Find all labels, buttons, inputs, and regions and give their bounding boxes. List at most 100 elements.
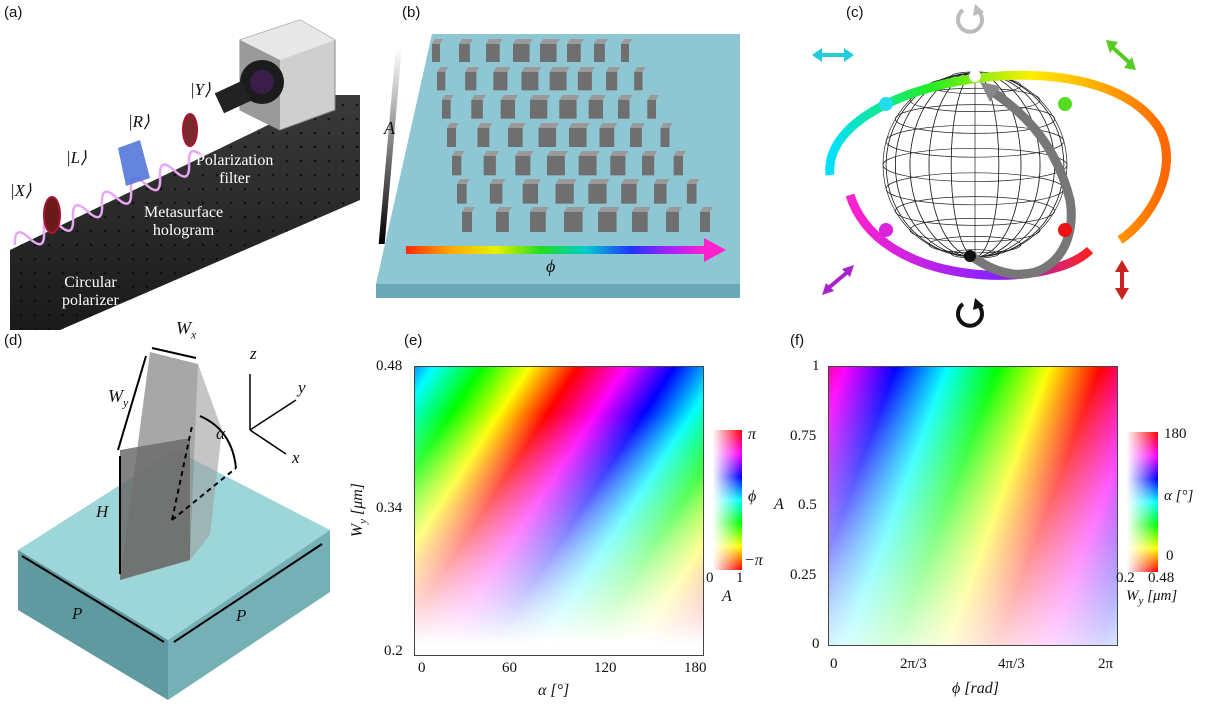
- nanopillar-top: [477, 123, 493, 128]
- axis-x-label: x: [292, 448, 300, 467]
- e-ylabel: Wy [μm]: [349, 482, 370, 538]
- f-ytick: 0.25: [790, 567, 817, 583]
- nanopillar: [513, 44, 530, 62]
- nanopillar-top: [442, 95, 454, 100]
- trajectory-arrow: [967, 86, 1076, 279]
- nanopillar-top: [700, 207, 713, 212]
- nanopillar-top: [606, 67, 621, 72]
- pillar-array: [432, 39, 713, 232]
- nanopillar-top: [599, 123, 618, 128]
- nanopillar: [610, 156, 626, 176]
- nanopillar-top: [530, 95, 551, 100]
- panel-b: (b) A ϕ: [370, 0, 770, 330]
- rotation-top-icon: [956, 4, 984, 34]
- axis-z-label: z: [250, 344, 257, 363]
- nanopillar: [606, 72, 618, 91]
- nanopillar: [489, 184, 503, 204]
- nanopillar: [447, 128, 456, 147]
- nanopillar: [515, 156, 531, 176]
- nanopillar-top: [588, 179, 610, 184]
- amplitude-arrow: [378, 48, 402, 244]
- f-ylabel: A: [774, 496, 784, 513]
- e-cbar-x0: 0: [706, 570, 714, 586]
- nanopillar-top: [459, 39, 473, 44]
- nanopillar: [442, 100, 451, 119]
- state-point-red: [1058, 223, 1072, 237]
- nanopillar-top: [486, 39, 503, 44]
- nanopillar-top: [530, 207, 549, 212]
- panel-e: (e) 0.48 0.34 0.2 0 60 120 180 α [°] Wy …: [340, 330, 770, 715]
- nanopillar: [521, 72, 539, 91]
- f-ytick: 1: [812, 358, 820, 374]
- p-arrow-right: [173, 543, 323, 643]
- nanopillar: [578, 156, 597, 176]
- heatmap-e: [414, 366, 704, 656]
- nanopillar-top: [598, 207, 620, 212]
- nanopillar-top: [457, 179, 470, 184]
- e-cbar-bot: −π: [744, 552, 763, 569]
- nanopillar-top: [569, 123, 590, 128]
- e-ytick: 0.34: [376, 500, 403, 516]
- nanopillar-top: [630, 123, 645, 128]
- nanopillar: [564, 212, 583, 232]
- nanopillar: [452, 156, 462, 176]
- nanopillar-top: [540, 39, 560, 44]
- label-polarization-filter: Polarization filter: [196, 152, 274, 187]
- nanopillar: [599, 128, 615, 147]
- e-xtick: 0: [418, 660, 426, 676]
- panel-label-a: (a): [4, 4, 23, 21]
- alpha-arc: [199, 415, 237, 469]
- nanopillar-top: [471, 95, 486, 100]
- panel-label-e: (e): [404, 332, 423, 349]
- nanopillar: [483, 156, 496, 176]
- nanopillar-top: [547, 151, 568, 156]
- panel-label-c: (c): [846, 4, 864, 21]
- nanopillar-top: [521, 67, 542, 72]
- nanopillar-top: [634, 67, 646, 72]
- nanopillar: [432, 44, 440, 62]
- ket-l: |L⟩: [66, 148, 87, 167]
- f-xtick: 4π/3: [998, 656, 1025, 672]
- f-xtick: 2π/3: [900, 656, 927, 672]
- panel-f: (f) 1 0.75 0.5 0.25 0 0 2π/3 4π/3 2π ϕ […: [770, 330, 1218, 715]
- nanopillar-top: [508, 123, 526, 128]
- nanopillar-top: [594, 39, 608, 44]
- nanopillar-top: [660, 123, 673, 128]
- nanopillar-top: [642, 151, 658, 156]
- nanopillar-top: [500, 95, 519, 100]
- nanopillar-top: [462, 207, 475, 212]
- f-cbar-xlabel: Wy [μm]: [1126, 588, 1178, 607]
- nanopillar-top: [621, 39, 632, 44]
- nanopillar: [666, 212, 679, 232]
- wy-label: Wy: [108, 386, 129, 410]
- e-cbar-mid: ϕ: [748, 488, 757, 505]
- nanopillar-top: [549, 67, 570, 72]
- nanopillar-top: [452, 151, 465, 156]
- nanopillar-top: [515, 151, 534, 156]
- ket-y: |Y⟩: [190, 80, 211, 99]
- p-label-left: P: [72, 604, 83, 623]
- e-xtick: 60: [502, 660, 517, 676]
- nanopillar-top: [496, 207, 512, 212]
- nanopillar: [567, 44, 581, 62]
- nanopillar: [462, 212, 472, 232]
- f-ytick: 0.75: [790, 428, 817, 444]
- nanopillar-top: [564, 207, 586, 212]
- nanopillar-top: [632, 207, 651, 212]
- ket-x: |X⟩: [10, 181, 32, 200]
- nanopillar-top: [489, 179, 506, 184]
- coordinate-axes: [249, 374, 297, 455]
- camera: [214, 19, 336, 131]
- nanopillar-top: [647, 95, 659, 100]
- e-cbar-xlabel: A: [722, 588, 732, 605]
- alpha-label: α: [216, 424, 225, 443]
- f-cbar-top: 180: [1164, 426, 1187, 442]
- heatmap-e-frame: [414, 366, 704, 656]
- panel-d: (d) Wx Wy α H P P z y x: [0, 318, 360, 715]
- nanopillar-top: [493, 67, 511, 72]
- nanopillar: [618, 100, 630, 119]
- south-pole-point: [964, 250, 976, 262]
- f-xtick: 0: [830, 656, 838, 672]
- e-cbar-x1: 1: [736, 570, 744, 586]
- nanopillar: [588, 184, 607, 204]
